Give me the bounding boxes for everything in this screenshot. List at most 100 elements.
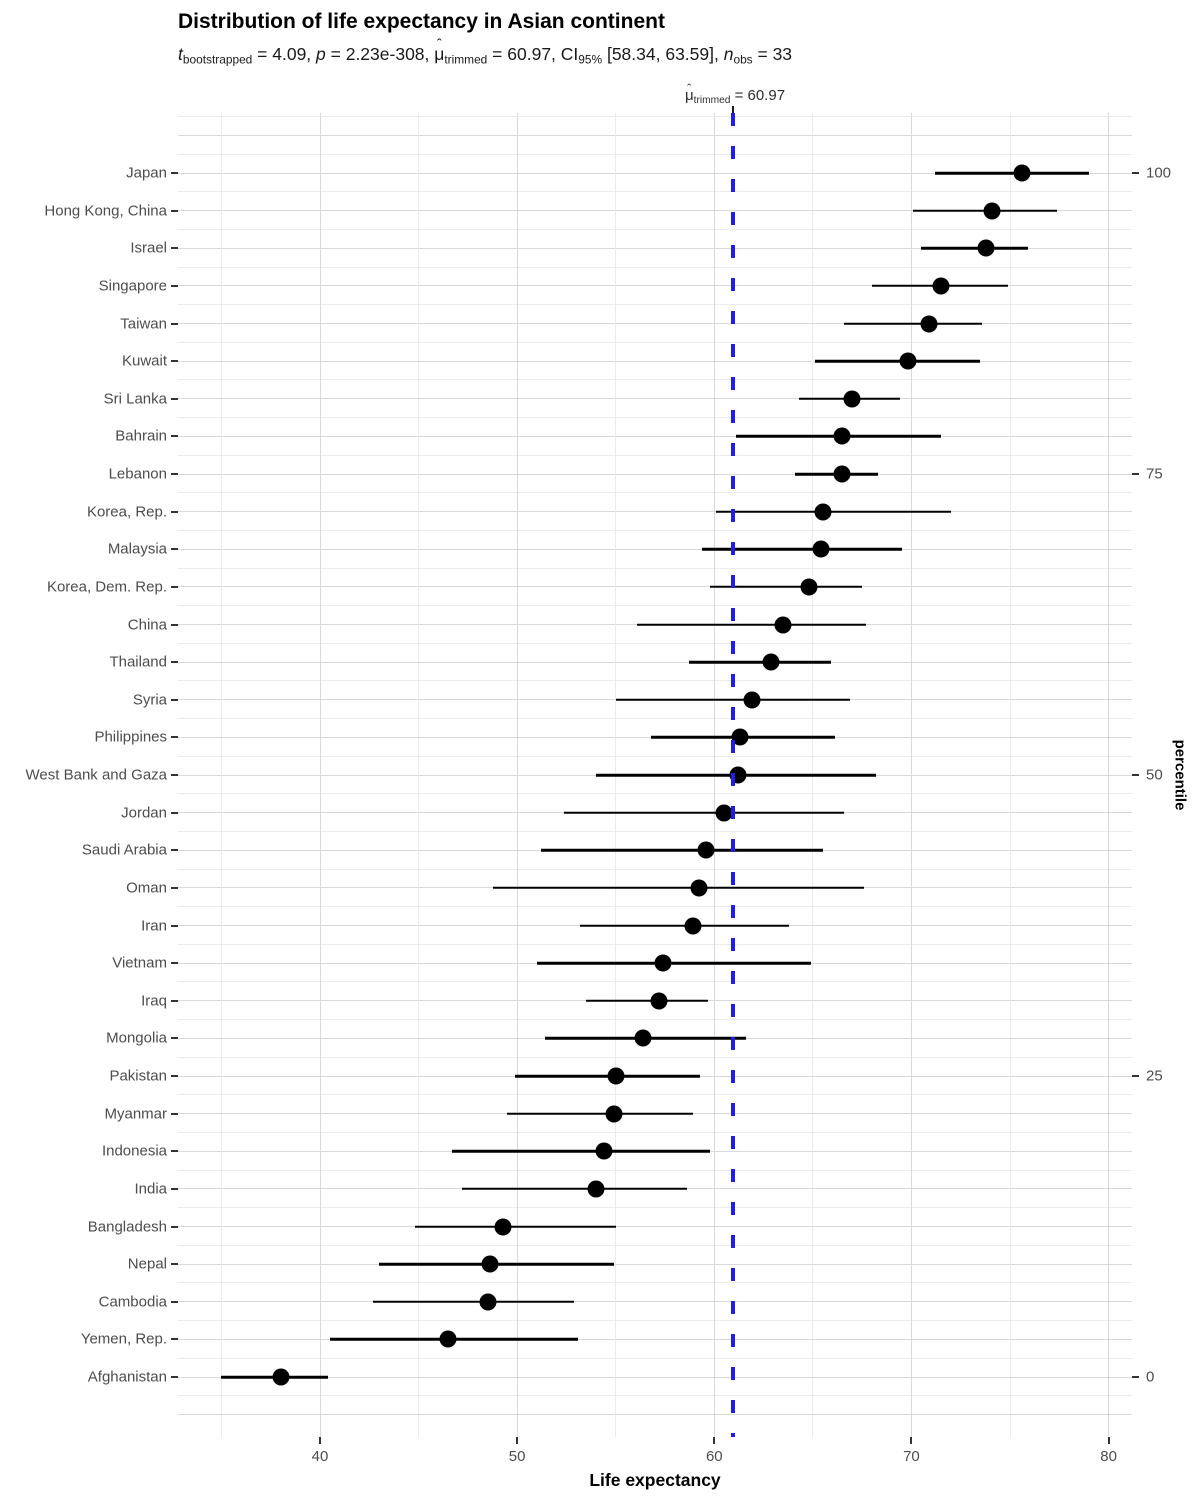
country-label: Bangladesh (87, 1218, 167, 1235)
ci-point (715, 804, 733, 822)
ci-point (814, 503, 832, 521)
y-axis-tick (171, 360, 178, 363)
y-axis-tick (171, 774, 178, 776)
gridline-minor-y (178, 1357, 1132, 1359)
gridline-major-y (178, 1376, 1132, 1378)
y-axis-tick (171, 623, 178, 626)
ci-line (844, 322, 983, 325)
gridline-minor-y (178, 304, 1132, 306)
ci-point (899, 352, 916, 370)
country-label: Japan (126, 164, 167, 182)
y-axis-tick (171, 924, 178, 927)
gridline-major-y (178, 1414, 1132, 1416)
country-label: Bahrain (115, 427, 167, 445)
y-axis-tick (171, 661, 178, 664)
x-axis-tick (319, 1437, 321, 1444)
gridline-minor-y (178, 492, 1132, 494)
gridline-major-y (178, 473, 1132, 475)
ci-line (688, 660, 831, 664)
country-label: China (127, 616, 167, 633)
ci-line (716, 510, 951, 513)
gridline-major-y (178, 586, 1132, 588)
ci-point (684, 917, 702, 934)
ci-point (690, 879, 708, 897)
y-axis-tick (171, 1338, 178, 1341)
gridline-minor-y (178, 830, 1132, 832)
ci-line (536, 961, 811, 965)
centrality-label: μ ˆ trimmed = 60.97 (685, 81, 786, 107)
ci-point (743, 691, 761, 709)
ci-point (479, 1293, 497, 1311)
ci-point (272, 1368, 290, 1386)
gridline-major-y (178, 548, 1132, 550)
country-label: Korea, Rep. (86, 503, 167, 521)
gridline-major-y (178, 435, 1132, 437)
country-label: Mongolia (106, 1029, 167, 1047)
gridline-minor-y (178, 567, 1132, 569)
gridline-minor-y (178, 868, 1132, 870)
gridline-minor-y (178, 605, 1132, 607)
gridline-major-y (178, 360, 1132, 362)
y-axis-tick (171, 209, 178, 212)
country-label: Iraq (141, 992, 167, 1010)
gridline-minor-y (178, 341, 1132, 343)
country-label: Pakistan (109, 1067, 167, 1085)
y2-tick-label: 50 (1146, 766, 1163, 784)
ci-line (935, 171, 1089, 175)
ci-point (983, 202, 1001, 220)
gridline-major-y (178, 1263, 1132, 1265)
y2-tick-label: 25 (1146, 1067, 1163, 1085)
gridline-major-x (516, 113, 518, 1437)
country-label: Korea, Dem. Rep. (46, 578, 167, 596)
ci-point (439, 1330, 457, 1348)
y-axis-tick (171, 736, 178, 739)
country-label: Hong Kong, China (44, 202, 167, 220)
y-axis-tick (171, 247, 178, 250)
ci-point (587, 1180, 605, 1198)
y-axis-tick (171, 1300, 178, 1303)
gridline-minor-y (178, 1056, 1132, 1058)
y-axis-tick (171, 811, 178, 814)
gridline-minor-y (178, 379, 1132, 381)
gridline-major-y (178, 247, 1132, 249)
gridline-major-x (319, 113, 321, 1437)
y-axis-tick (171, 1225, 178, 1228)
gridline-minor-y (178, 718, 1132, 720)
country-label: Oman (126, 879, 167, 897)
hat-accent: ˆ (436, 36, 442, 53)
gridline-minor-y (178, 1244, 1132, 1246)
y-axis-tick (171, 473, 178, 475)
country-label: Malaysia (107, 540, 167, 558)
y-axis-tick (171, 886, 178, 889)
ci-point (650, 992, 668, 1010)
gridline-minor-y (178, 1282, 1132, 1284)
gridline-major-y (178, 511, 1132, 513)
x-axis-label: Life expectancy (589, 1470, 721, 1490)
y-axis-tick (171, 1037, 178, 1040)
ci-point (595, 1142, 613, 1160)
gridline-minor-y (178, 1169, 1132, 1171)
gridline-minor-y (178, 191, 1132, 193)
y-axis-tick (171, 1112, 178, 1115)
ci-point (843, 390, 861, 408)
y-axis-tick (171, 172, 178, 174)
x-axis-tick (713, 1437, 716, 1444)
text-segment: = 60.97 (730, 87, 786, 104)
text-segment: = 4.09, (252, 44, 317, 64)
country-label: Israel (130, 239, 167, 257)
gridline-minor-y (178, 793, 1132, 795)
x-tick-label: 80 (1100, 1448, 1117, 1465)
text-segment: = 60.97, CI (487, 44, 579, 64)
y2-tick-label: 0 (1146, 1368, 1155, 1386)
text-segment: [58.34, 63.59], (602, 44, 724, 64)
y2-axis-label: percentile (1171, 739, 1189, 811)
gridline-major-y (178, 1301, 1132, 1303)
country-label: Sri Lanka (103, 390, 167, 408)
text-segment: trimmed (693, 95, 731, 107)
ci-point (1013, 164, 1031, 182)
gridline-minor-y (178, 755, 1132, 757)
text-segment: bootstrapped (182, 52, 253, 67)
gridline-major-y (178, 323, 1132, 324)
